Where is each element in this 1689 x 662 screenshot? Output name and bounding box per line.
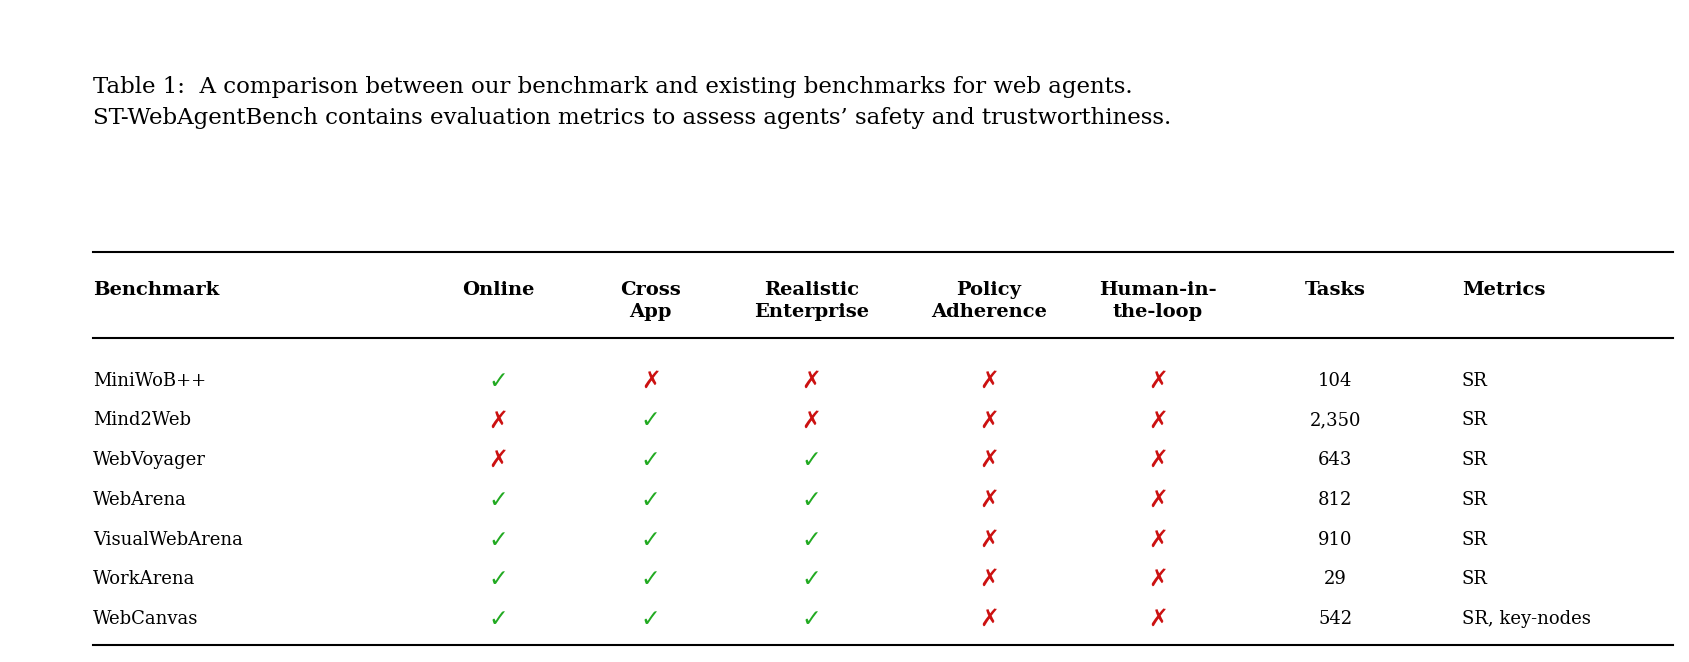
Text: ✗: ✗ — [1147, 488, 1167, 512]
Text: ✗: ✗ — [801, 369, 821, 393]
Text: ✗: ✗ — [978, 448, 998, 472]
Text: Tasks: Tasks — [1304, 281, 1365, 299]
Text: SR: SR — [1461, 570, 1486, 589]
Text: WebCanvas: WebCanvas — [93, 610, 198, 628]
Text: Table 1:  A comparison between our benchmark and existing benchmarks for web age: Table 1: A comparison between our benchm… — [93, 76, 1170, 128]
Text: ✓: ✓ — [801, 448, 821, 472]
Text: ✗: ✗ — [1147, 607, 1167, 631]
Text: ✗: ✗ — [801, 408, 821, 432]
Text: Benchmark: Benchmark — [93, 281, 220, 299]
Text: ✓: ✓ — [801, 528, 821, 551]
Text: Human-in-
the-loop: Human-in- the-loop — [1098, 281, 1216, 321]
Text: 2,350: 2,350 — [1309, 411, 1360, 430]
Text: Realistic
Enterprise: Realistic Enterprise — [753, 281, 868, 321]
Text: 104: 104 — [1317, 371, 1351, 390]
Text: ✓: ✓ — [640, 488, 660, 512]
Text: 910: 910 — [1317, 530, 1351, 549]
Text: ✓: ✓ — [640, 567, 660, 591]
Text: VisualWebArena: VisualWebArena — [93, 530, 243, 549]
Text: ✓: ✓ — [640, 528, 660, 551]
Text: SR: SR — [1461, 411, 1486, 430]
Text: ✗: ✗ — [1147, 408, 1167, 432]
Text: SR: SR — [1461, 371, 1486, 390]
Text: ✓: ✓ — [640, 408, 660, 432]
Text: 29: 29 — [1322, 570, 1346, 589]
Text: ✗: ✗ — [978, 607, 998, 631]
Text: ✓: ✓ — [488, 488, 508, 512]
Text: ✓: ✓ — [640, 448, 660, 472]
Text: Cross
App: Cross App — [620, 281, 681, 321]
Text: ✓: ✓ — [801, 567, 821, 591]
Text: 812: 812 — [1317, 491, 1351, 509]
Text: SR: SR — [1461, 451, 1486, 469]
Text: ✓: ✓ — [488, 607, 508, 631]
Text: SR, key-nodes: SR, key-nodes — [1461, 610, 1589, 628]
Text: ✗: ✗ — [978, 567, 998, 591]
Text: ✗: ✗ — [978, 408, 998, 432]
Text: ✗: ✗ — [488, 408, 508, 432]
Text: ✗: ✗ — [978, 488, 998, 512]
Text: SR: SR — [1461, 530, 1486, 549]
Text: ✓: ✓ — [488, 528, 508, 551]
Text: ✗: ✗ — [978, 369, 998, 393]
Text: Online: Online — [463, 281, 534, 299]
Text: Policy
Adherence: Policy Adherence — [931, 281, 1045, 321]
Text: ✗: ✗ — [978, 528, 998, 551]
Text: WebVoyager: WebVoyager — [93, 451, 206, 469]
Text: Metrics: Metrics — [1461, 281, 1544, 299]
Text: ✓: ✓ — [488, 567, 508, 591]
Text: ✗: ✗ — [488, 448, 508, 472]
Text: ✓: ✓ — [640, 607, 660, 631]
Text: 542: 542 — [1317, 610, 1351, 628]
Text: ✗: ✗ — [640, 369, 660, 393]
Text: SR: SR — [1461, 491, 1486, 509]
Text: ✓: ✓ — [801, 488, 821, 512]
Text: WebArena: WebArena — [93, 491, 187, 509]
Text: Mind2Web: Mind2Web — [93, 411, 191, 430]
Text: ✗: ✗ — [1147, 369, 1167, 393]
Text: ✓: ✓ — [488, 369, 508, 393]
Text: ✗: ✗ — [1147, 567, 1167, 591]
Text: MiniWoB++: MiniWoB++ — [93, 371, 206, 390]
Text: ✓: ✓ — [801, 607, 821, 631]
Text: WorkArena: WorkArena — [93, 570, 196, 589]
Text: ✗: ✗ — [1147, 448, 1167, 472]
Text: 643: 643 — [1317, 451, 1351, 469]
Text: ✗: ✗ — [1147, 528, 1167, 551]
